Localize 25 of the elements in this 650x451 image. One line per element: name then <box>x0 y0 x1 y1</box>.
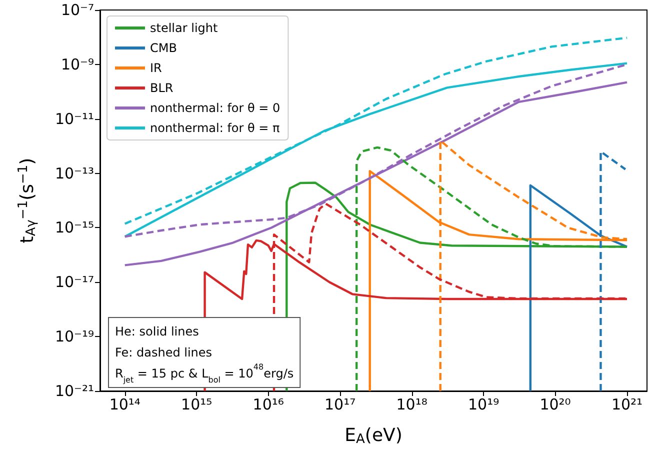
legend-label: nonthermal: for θ = π <box>150 121 280 135</box>
x-tick-label: 10¹⁵ <box>181 396 212 414</box>
y-tick-label: 10⁻⁹ <box>60 55 94 74</box>
legend-label: nonthermal: for θ = 0 <box>150 101 280 115</box>
x-tick-label: 10¹⁸ <box>396 396 428 414</box>
y-tick-label: 10⁻¹⁹ <box>54 328 94 346</box>
legend-label: IR <box>150 61 162 75</box>
x-tick-label: 10¹⁴ <box>109 396 140 414</box>
annotation: He: solid lines <box>115 324 199 338</box>
legend-label: BLR <box>150 81 174 95</box>
legend-label: stellar light <box>150 21 218 35</box>
x-tick-label: 10²⁰ <box>540 396 571 414</box>
annotation: Fe: dashed lines <box>115 346 212 360</box>
x-tick-label: 10¹⁹ <box>468 396 500 414</box>
y-tick-label: 10⁻⁷ <box>60 1 94 19</box>
x-tick-label: 10¹⁷ <box>324 396 356 414</box>
y-axis-title: tAγ−1(s−1) <box>16 158 39 244</box>
y-tick-label: 10⁻¹³ <box>54 164 94 182</box>
legend-label: CMB <box>150 41 177 55</box>
y-tick-label: 10⁻¹⁵ <box>54 218 94 237</box>
x-tick-label: 10¹⁶ <box>252 396 284 414</box>
y-tick-label: 10⁻¹⁷ <box>54 273 94 292</box>
y-tick-label: 10⁻¹¹ <box>54 110 94 128</box>
x-tick-label: 10²¹ <box>611 396 643 414</box>
y-tick-label: 10⁻²¹ <box>54 382 94 400</box>
